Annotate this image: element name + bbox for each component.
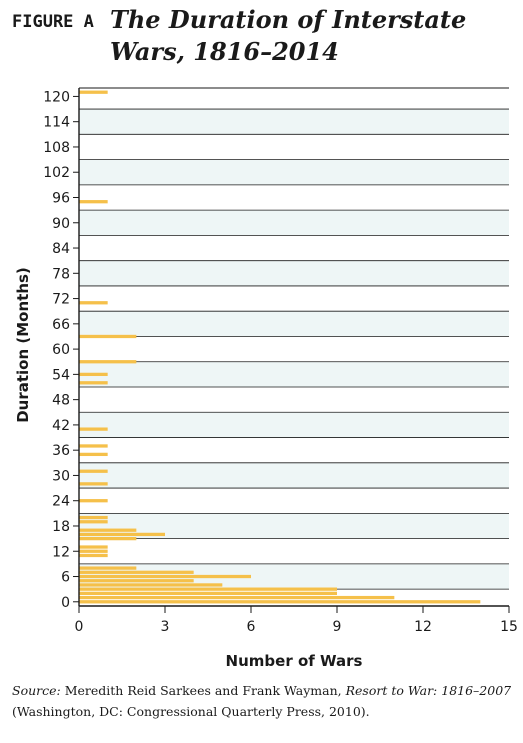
y-tick-label: 42 — [52, 418, 70, 434]
bar — [79, 595, 395, 600]
band — [79, 412, 509, 438]
bar — [79, 90, 108, 94]
bar — [79, 515, 108, 520]
bar — [79, 334, 137, 339]
bar — [79, 528, 137, 532]
bar — [79, 579, 194, 583]
bar — [79, 553, 108, 558]
figure-label: FIGURE A — [12, 12, 94, 32]
y-tick-label: 18 — [52, 519, 70, 535]
bar — [79, 566, 137, 570]
band — [79, 462, 509, 489]
bar — [79, 452, 108, 457]
background-bands — [79, 109, 509, 590]
bar — [79, 536, 137, 541]
x-tick-label: 12 — [414, 619, 432, 635]
bar — [79, 381, 108, 385]
y-tick-label: 114 — [43, 115, 70, 131]
band — [79, 159, 509, 185]
bar — [79, 600, 481, 604]
y-tick-label: 66 — [52, 317, 70, 333]
x-tick-label: 0 — [75, 619, 84, 635]
band — [79, 260, 509, 286]
chart-title: The Duration of Interstate Wars, 1816–20… — [110, 5, 467, 66]
x-tick-labels: 0 3 6 9 12 15 — [75, 619, 518, 635]
bar — [79, 574, 251, 579]
bars — [79, 90, 481, 604]
bar — [79, 499, 108, 503]
bar — [79, 444, 108, 448]
chart: 0612182430364248546066727884909610210811… — [14, 87, 518, 670]
y-tick-label: 48 — [52, 393, 70, 409]
bar — [79, 427, 108, 431]
y-tick-label: 60 — [52, 342, 70, 358]
y-tick-labels: 0 6 12 18 24 30 36 42 48 54 60 66 72 78 84 90 96 102 108 11… — [43, 89, 70, 610]
x-axis-title: Number of Wars — [226, 652, 363, 670]
bar — [79, 469, 108, 473]
y-axis-title: Duration (Months) — [14, 267, 32, 423]
y-tick-label: 12 — [52, 544, 70, 560]
bar — [79, 545, 108, 549]
source-label: Source: — [12, 683, 61, 698]
y-tick-label: 54 — [52, 367, 70, 383]
bar — [79, 520, 108, 524]
x-tick-label: 3 — [161, 619, 170, 635]
bar — [79, 200, 108, 204]
y-tick-label: 36 — [52, 443, 70, 459]
band — [79, 361, 509, 388]
x-tick-label: 6 — [247, 619, 256, 635]
bar — [79, 591, 337, 596]
bar — [79, 587, 337, 591]
axes — [73, 88, 510, 613]
y-tick-label: 72 — [52, 292, 70, 308]
bar — [79, 570, 194, 574]
source-text-after: (Washington, DC: Congressional Quarterly… — [12, 704, 370, 719]
band — [79, 210, 509, 236]
y-tick-label: 6 — [61, 570, 70, 586]
y-tick-label: 84 — [52, 241, 70, 257]
y-tick-label: 108 — [43, 140, 70, 156]
bar — [79, 372, 108, 377]
y-tick-label: 24 — [52, 494, 70, 510]
y-tick-label: 120 — [43, 89, 70, 105]
bar — [79, 583, 223, 587]
y-tick-label: 0 — [61, 595, 70, 611]
source-note: Source: Meredith Reid Sarkees and Frank … — [12, 680, 517, 722]
bar — [79, 532, 165, 537]
bar — [79, 360, 137, 364]
source-book-title: Resort to War: 1816–2007 — [345, 683, 512, 698]
y-tick-label: 102 — [43, 165, 70, 181]
x-tick-label: 15 — [500, 619, 518, 635]
y-tick-label: 96 — [52, 190, 70, 206]
bar — [79, 301, 108, 305]
band — [79, 311, 509, 337]
y-tick-label: 30 — [52, 468, 70, 484]
bar — [79, 482, 108, 486]
bar — [79, 549, 108, 553]
y-tick-label: 78 — [52, 266, 70, 282]
x-tick-label: 9 — [333, 619, 342, 635]
y-tick-label: 90 — [52, 216, 70, 232]
band — [79, 109, 509, 135]
source-text-before: Meredith Reid Sarkees and Frank Wayman, — [60, 683, 346, 698]
